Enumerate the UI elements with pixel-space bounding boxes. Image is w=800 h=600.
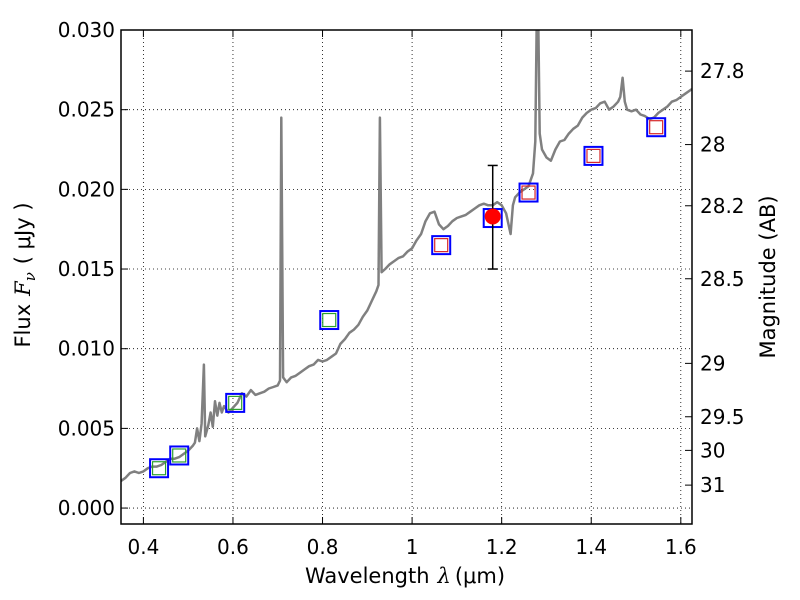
model-marker — [228, 395, 243, 410]
mag-tick-label: 28.5 — [700, 267, 745, 291]
y-axis-label: FluxFν( μJy ) — [11, 202, 39, 347]
y-tick-label: 0.010 — [58, 337, 115, 361]
x-tick-label: 0.6 — [217, 535, 249, 559]
y-tick-label: 0.005 — [58, 416, 115, 440]
mag-tick-label: 28.2 — [700, 194, 745, 218]
model-marker — [649, 120, 664, 135]
model-marker — [322, 312, 337, 328]
mag-tick-label: 27.8 — [700, 59, 745, 83]
y-tick-label: 0.000 — [58, 496, 115, 520]
photometry-marker — [646, 117, 667, 138]
mag-tick-label: 29.5 — [700, 405, 745, 429]
mag-tick-label: 28 — [700, 133, 725, 157]
photometry-marker — [583, 145, 604, 166]
y-tick-label: 0.020 — [58, 177, 115, 201]
x-tick-label: 1 — [406, 535, 419, 559]
plot-area — [121, 30, 692, 483]
photometry-marker — [225, 392, 246, 413]
x-tick-label: 1.2 — [486, 535, 518, 559]
photometry-marker — [518, 182, 539, 203]
model-marker — [434, 238, 449, 253]
axes-frame — [120, 29, 693, 525]
ticks: 0.4 0.6 0.8 1 1.2 1.4 1.6 0.000 0.005 0.010 0.015 0… — [58, 18, 745, 559]
sed-line — [121, 30, 692, 483]
model-marker — [172, 448, 187, 463]
model-marker — [151, 461, 167, 476]
x-tick-label: 0.4 — [127, 535, 159, 559]
x-tick-label: 1.6 — [665, 535, 697, 559]
measured-point — [484, 208, 501, 225]
photometry-marker — [431, 235, 452, 256]
x-tick-label: 1.4 — [575, 535, 607, 559]
photometry-marker — [319, 310, 340, 331]
model-marker — [521, 185, 536, 200]
y2-axis-label: Magnitude (AB) — [756, 195, 780, 358]
mag-tick-label: 29 — [700, 351, 725, 375]
x-tick-label: 0.8 — [307, 535, 339, 559]
mag-tick-label: 31 — [700, 473, 725, 497]
photometry-marker — [169, 445, 190, 466]
y-tick-label: 0.030 — [58, 18, 115, 42]
model-marker — [586, 148, 601, 163]
plot-clip-group — [121, 30, 692, 483]
y-tick-label: 0.025 — [58, 98, 115, 122]
mag-tick-label: 30 — [700, 438, 725, 462]
photometry-marker — [149, 458, 170, 479]
y-tick-label: 0.015 — [58, 257, 115, 281]
x-axis-label: Wavelength λ (μm) — [305, 564, 505, 588]
